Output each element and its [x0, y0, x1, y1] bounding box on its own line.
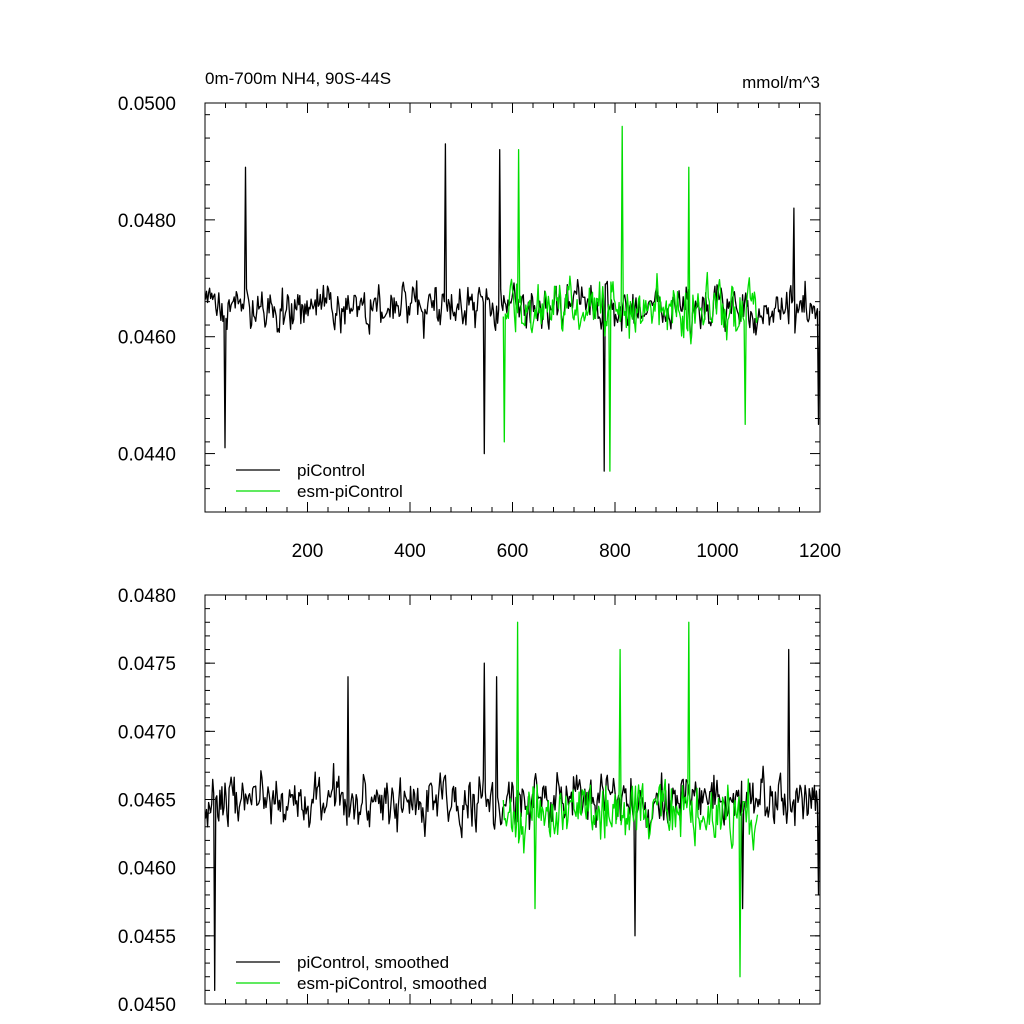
series-line-esm-picontrol-smoothed [502, 621, 759, 978]
legend-label-esm-picontrol-smoothed: esm-piControl, smoothed [297, 974, 487, 993]
y-tick-label: 0.0460 [118, 328, 176, 349]
y-tick-label: 0.0480 [118, 211, 176, 232]
x-tick-label: 400 [394, 541, 426, 562]
x-tick-label: 1200 [799, 541, 841, 562]
y-tick-label: 0.0480 [118, 586, 176, 607]
bottom-panel-ticks: 0.0450 0.0455 0.0460 0.0465 0.0470 0.0475 0.04… [118, 586, 821, 1016]
y-tick-label: 0.0465 [118, 791, 176, 812]
bottom-panel-series [204, 621, 821, 992]
legend-label-picontrol: piControl [297, 461, 365, 480]
legend-label-picontrol-smoothed: piControl, smoothed [297, 953, 449, 972]
y-tick-label: 0.0500 [118, 94, 176, 115]
y-tick-label: 0.0450 [118, 995, 176, 1016]
top-panel-units: mmol/m^3 [742, 73, 820, 92]
x-tick-label: 1000 [696, 541, 738, 562]
top-panel-series [204, 125, 821, 472]
y-tick-label: 0.0455 [118, 927, 176, 948]
x-tick-label: 800 [599, 541, 631, 562]
top-panel-title: 0m-700m NH4, 90S-44S [205, 69, 391, 88]
bottom-panel-frame [204, 594, 821, 1005]
bottom-panel: 0.0450 0.0455 0.0460 0.0465 0.0470 0.0475 0.04… [118, 586, 821, 1016]
y-tick-label: 0.0440 [118, 445, 176, 466]
series-line-picontrol [204, 143, 821, 472]
series-line-esm-picontrol [502, 125, 759, 472]
y-tick-label: 0.0460 [118, 859, 176, 880]
top-panel: 0m-700m NH4, 90S-44S mmol/m^3 200 400 600 8… [118, 69, 841, 562]
top-panel-frame [204, 102, 821, 513]
x-tick-label: 200 [292, 541, 324, 562]
y-tick-label: 0.0470 [118, 722, 176, 743]
x-tick-label: 600 [497, 541, 529, 562]
legend-label-esm-picontrol: esm-piControl [297, 482, 403, 501]
top-panel-ticks: 200 400 600 800 1000 1200 0.0440 0.0460 0.0480 0.… [118, 94, 841, 562]
series-line-picontrol-smoothed [204, 648, 821, 992]
y-tick-label: 0.0475 [118, 654, 176, 675]
top-panel-legend: piControl esm-piControl [236, 461, 403, 501]
bottom-panel-legend: piControl, smoothed esm-piControl, smoot… [236, 953, 487, 993]
